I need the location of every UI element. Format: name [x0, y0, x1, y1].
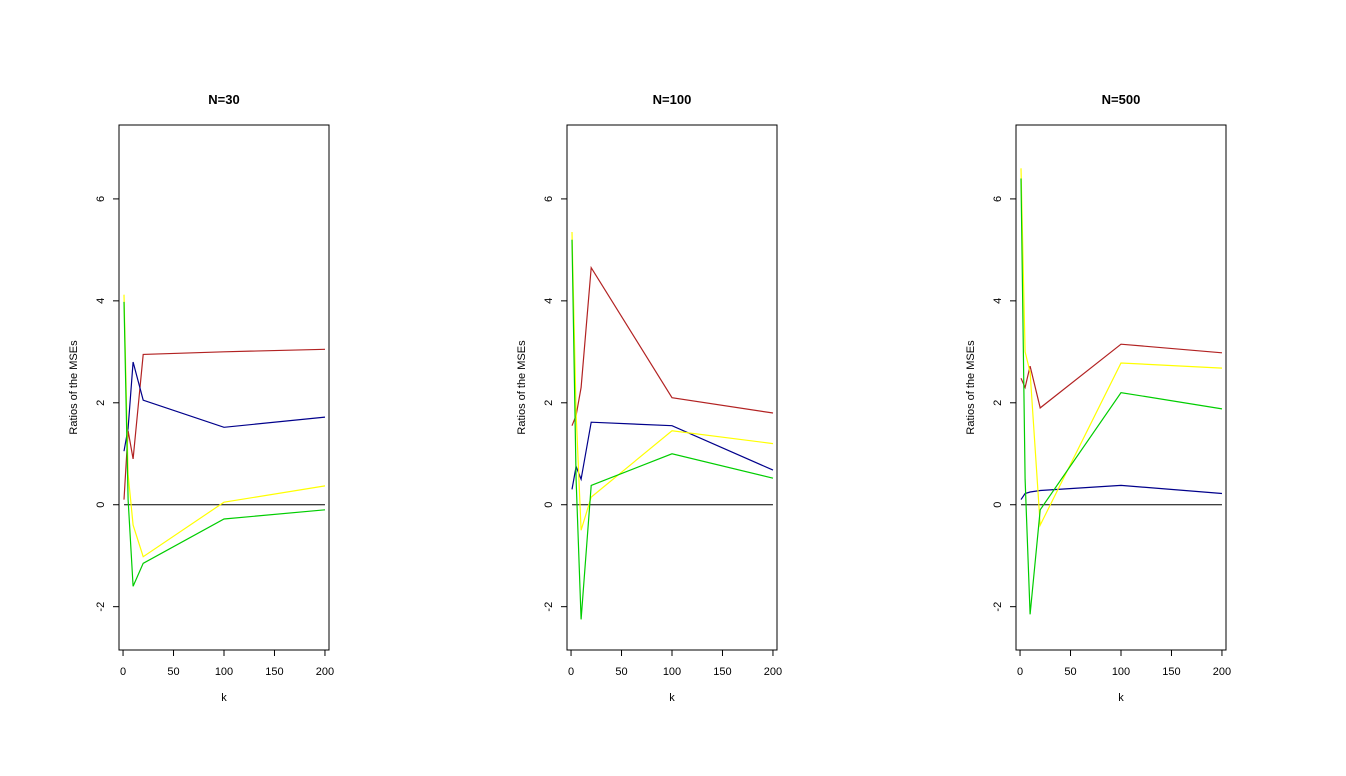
series-line-2	[1020, 484, 1223, 500]
chart-title: N=100	[653, 92, 692, 107]
series-line-4	[571, 239, 774, 620]
x-axis-label: k	[221, 692, 227, 704]
x-tick-label: 100	[215, 666, 233, 678]
panel-2: N=100 0 50 100 150 200 k -2 0 2 4 6 Ratios of the MS…	[516, 92, 782, 704]
x-axis-label: k	[669, 692, 675, 704]
plot-frame	[1015, 124, 1227, 651]
series-line-1	[1020, 343, 1223, 409]
y-tick-label: 6	[543, 196, 555, 202]
series-line-4	[1020, 178, 1223, 615]
plot-frame	[566, 124, 778, 651]
chart-title: N=500	[1102, 92, 1141, 107]
x-tick-label: 50	[615, 666, 627, 678]
x-tick-label: 200	[764, 666, 782, 678]
y-tick-label: 2	[95, 400, 107, 406]
y-tick-label: 4	[95, 298, 107, 304]
y-tick-label: 4	[543, 298, 555, 304]
series-line-2	[123, 361, 326, 452]
y-tick-label: -2	[95, 602, 107, 612]
panel-1: N=30 0 50 100 150 200 k -2 0 2 4 6 Ratios of the MSE…	[68, 92, 334, 704]
y-tick-label: 6	[95, 196, 107, 202]
series-line-3	[123, 294, 326, 558]
y-tick-label: 4	[992, 298, 1004, 304]
x-tick-label: 100	[1112, 666, 1130, 678]
series-line-4	[123, 301, 326, 587]
series-line-1	[571, 265, 774, 426]
x-tick-label: 50	[167, 666, 179, 678]
y-tick-label: 0	[543, 502, 555, 508]
plot-frame	[118, 124, 330, 651]
y-tick-label: 0	[95, 502, 107, 508]
x-tick-label: 0	[120, 666, 126, 678]
panel-3: N=500 0 50 100 150 200 k -2 0 2 4 6 Ratios of the MS…	[965, 92, 1231, 704]
series-line-3	[571, 231, 774, 531]
y-axis-label: Ratios of the MSEs	[68, 340, 80, 435]
y-tick-label: -2	[992, 602, 1004, 612]
x-tick-label: 100	[663, 666, 681, 678]
y-axis-label: Ratios of the MSEs	[516, 340, 528, 435]
y-tick-label: 6	[992, 196, 1004, 202]
series-line-3	[1020, 168, 1223, 528]
x-tick-label: 200	[316, 666, 334, 678]
x-tick-label: 200	[1213, 666, 1231, 678]
x-tick-label: 0	[1017, 666, 1023, 678]
series-line-1	[123, 348, 326, 500]
chart-title: N=30	[208, 92, 239, 107]
series-line-2	[571, 421, 774, 490]
x-tick-label: 150	[265, 666, 283, 678]
y-tick-label: 2	[543, 400, 555, 406]
y-tick-label: 0	[992, 502, 1004, 508]
y-axis-label: Ratios of the MSEs	[965, 340, 977, 435]
x-tick-label: 150	[1162, 666, 1180, 678]
x-tick-label: 0	[568, 666, 574, 678]
x-tick-label: 50	[1064, 666, 1076, 678]
y-tick-label: 2	[992, 400, 1004, 406]
y-tick-label: -2	[543, 602, 555, 612]
x-axis-label: k	[1118, 692, 1124, 704]
x-tick-label: 150	[713, 666, 731, 678]
